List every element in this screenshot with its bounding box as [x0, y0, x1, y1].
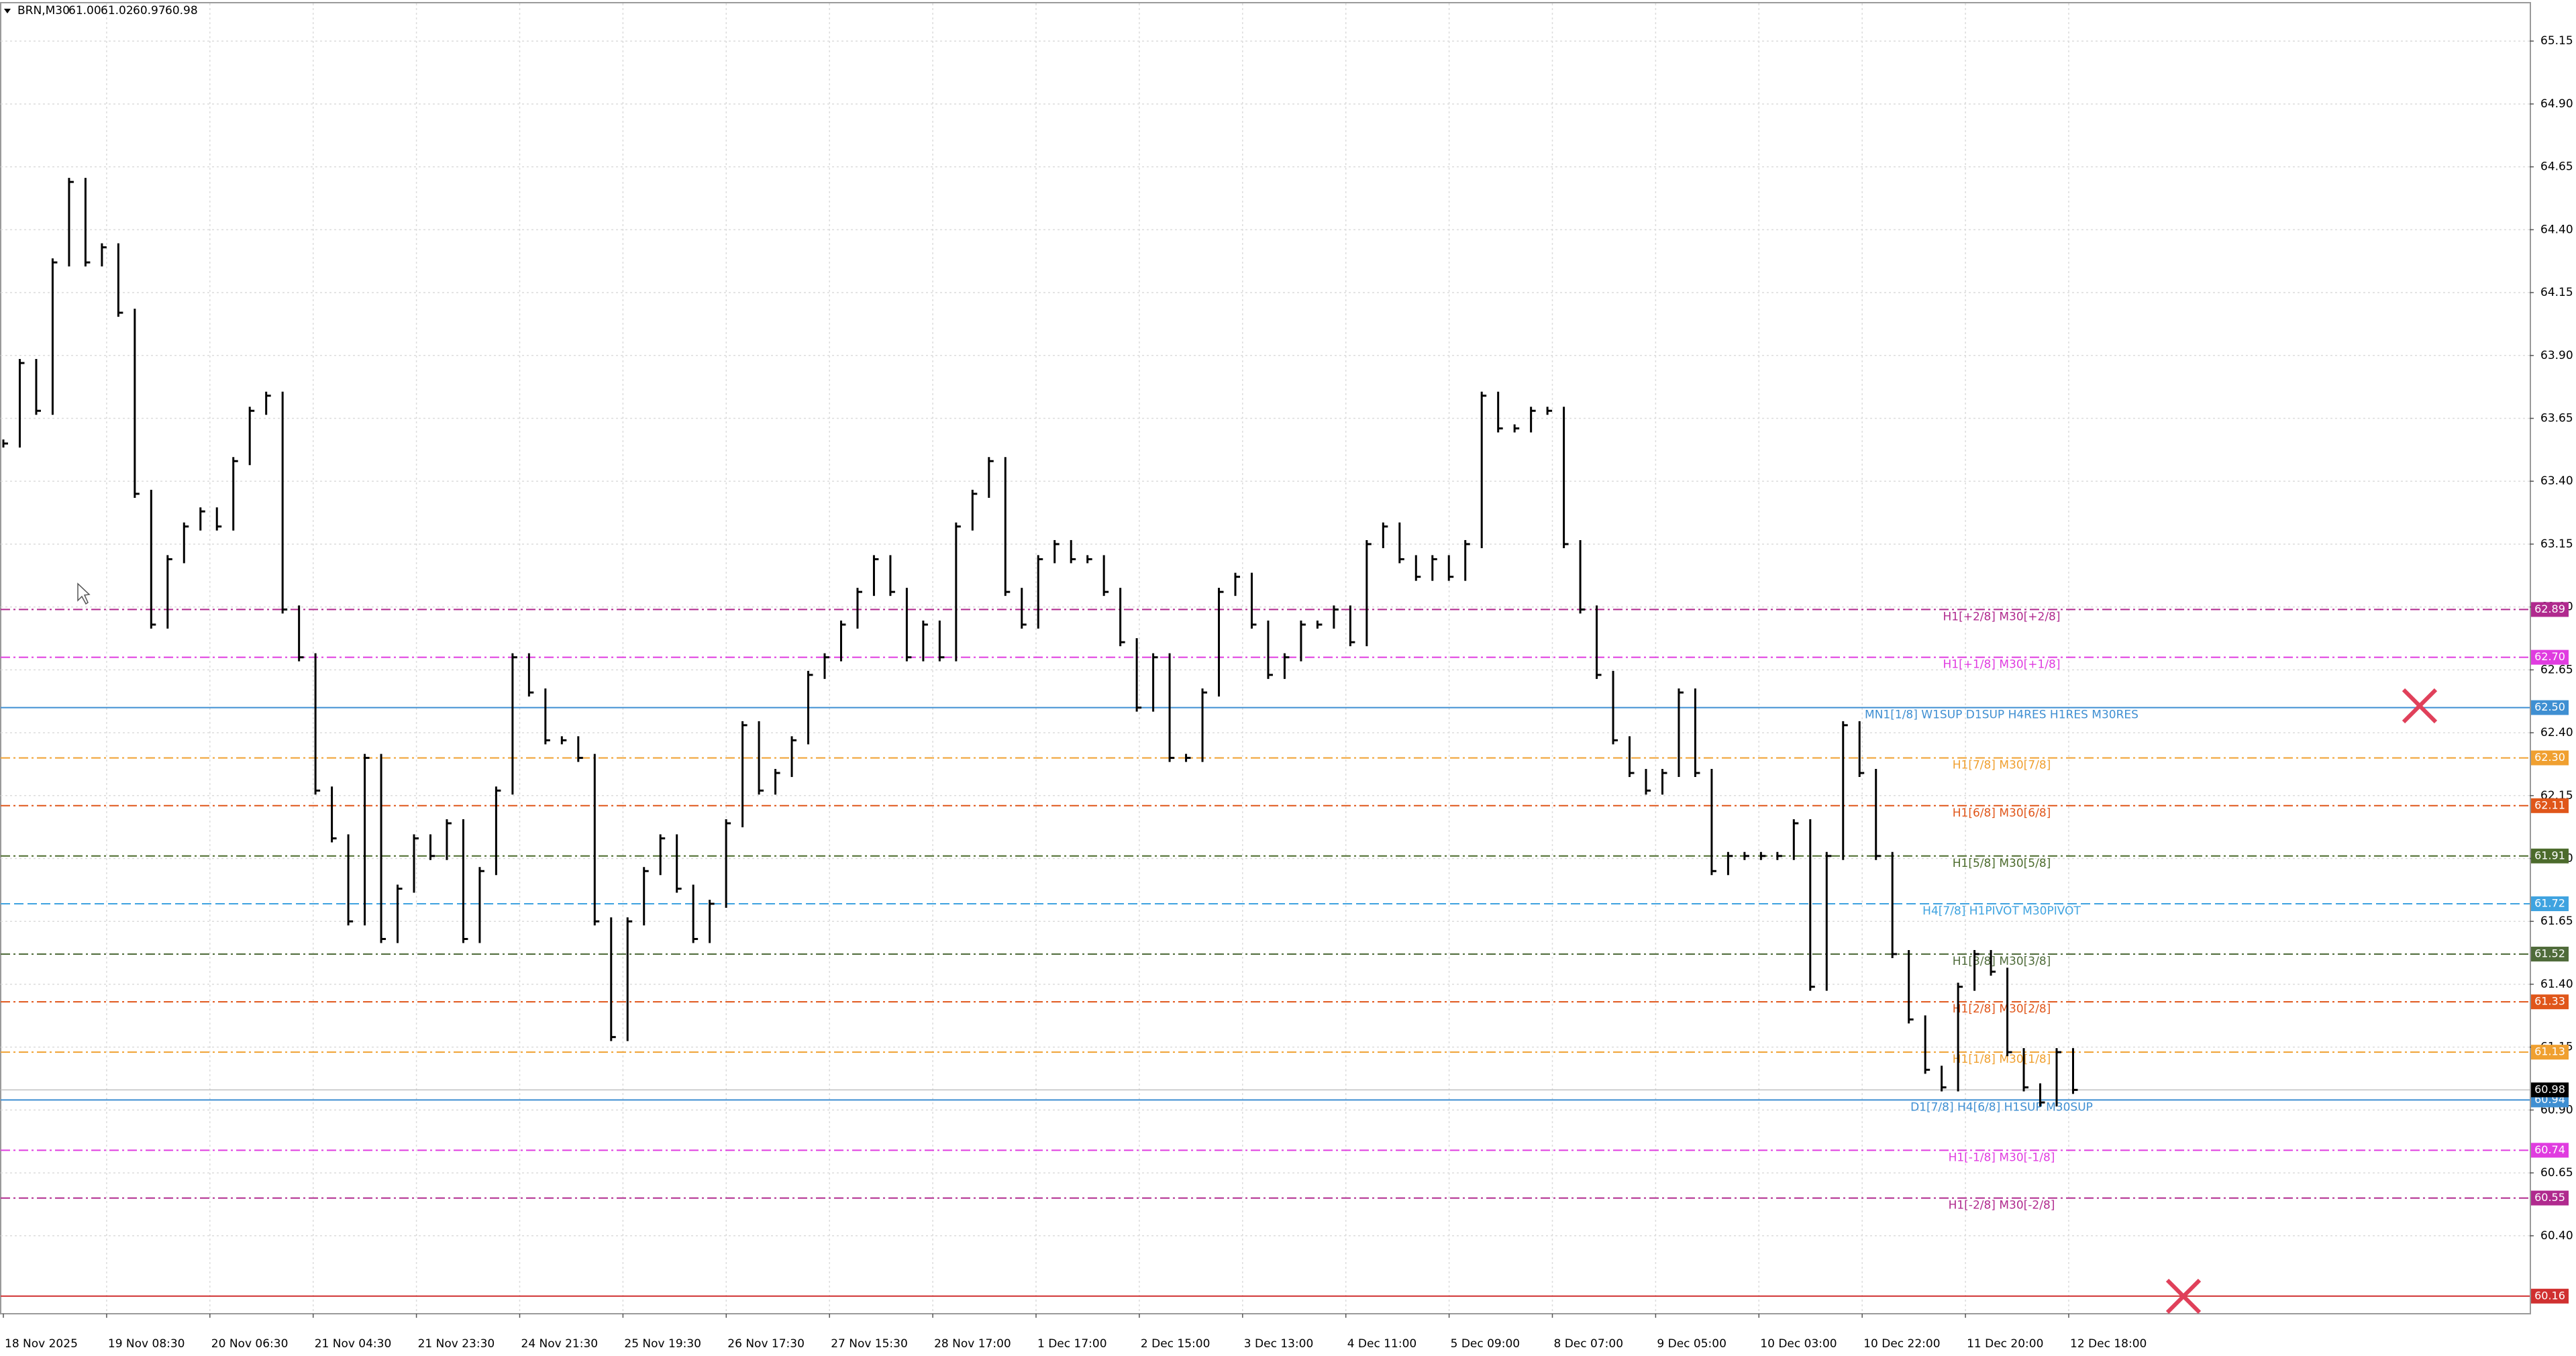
x-tick-label: 9 Dec 05:00 [1657, 1337, 1727, 1351]
y-tick-label: 64.15 [2540, 286, 2573, 299]
ohlc-open: 61.00 [68, 4, 101, 17]
level-label: H1[-2/8] M30[-2/8] [1949, 1199, 2055, 1212]
price-tag-label: 60.55 [2534, 1191, 2565, 1204]
y-tick-label: 60.65 [2540, 1166, 2573, 1180]
x-tick-label: 19 Nov 08:30 [108, 1337, 185, 1351]
price-tag [2531, 602, 2569, 617]
price-tag [2531, 1190, 2569, 1206]
y-tick-label: 60.40 [2540, 1229, 2573, 1243]
delete-marker[interactable] [2165, 1278, 2202, 1314]
price-tag-label: 61.72 [2534, 896, 2565, 909]
bar-layer [2, 178, 2078, 1107]
tag-layer: 62.89 62.70 62.50 62.30 62.11 61.91 61.72 61.52… [2531, 602, 2569, 1304]
x-tick-label: 18 Nov 2025 [5, 1337, 78, 1351]
current-price-label: 60.98 [2534, 1083, 2565, 1096]
price-tag [2531, 896, 2569, 911]
price-tag [2531, 1288, 2569, 1304]
price-tag [2531, 750, 2569, 766]
y-tick-label: 61.40 [2540, 978, 2573, 991]
y-tick-label: 63.65 [2540, 412, 2573, 425]
x-tick-label: 12 Dec 18:00 [2070, 1337, 2147, 1351]
price-tag-label: 61.33 [2534, 995, 2565, 1008]
level-label: D1[7/8] H4[6/8] H1SUP M30SUP [1910, 1100, 2093, 1114]
x-tick-label: 27 Nov 15:30 [831, 1337, 908, 1351]
price-tag [2531, 1143, 2569, 1158]
ohlc-close: 60.98 [165, 4, 198, 17]
price-tag-label: 62.70 [2534, 650, 2565, 663]
level-label: H1[5/8] M30[5/8] [1953, 857, 2051, 870]
level-label: H1[2/8] M30[2/8] [1953, 1002, 2051, 1016]
x-tick-label: 24 Nov 21:30 [521, 1337, 599, 1351]
x-tick-label: 2 Dec 15:00 [1141, 1337, 1210, 1351]
price-tag-label: 62.50 [2534, 700, 2565, 713]
y-tick-label: 65.15 [2540, 34, 2573, 48]
cross-stroke [2165, 1278, 2202, 1314]
y-tick-label: 64.40 [2540, 223, 2573, 236]
x-tick-label: 20 Nov 06:30 [211, 1337, 289, 1351]
symbol: BRN,M30 [17, 4, 70, 17]
ohlc-high: 61.02 [101, 4, 134, 17]
price-tag-label: 62.30 [2534, 751, 2565, 764]
y-tick-label: 63.15 [2540, 537, 2573, 551]
current-price-tag [2531, 1082, 2569, 1098]
price-tag-label: 62.11 [2534, 798, 2565, 811]
x-tick-label: 10 Dec 03:00 [1760, 1337, 1837, 1351]
price-tag [2531, 700, 2569, 715]
price-tag-label: 60.74 [2534, 1143, 2565, 1156]
level-layer: H1[+2/8] M30[+2/8] H1[+1/8] M30[+1/8] MN1[… [1, 609, 2530, 1297]
y-tick-label: 64.65 [2540, 160, 2573, 174]
x-tick-label: 1 Dec 17:00 [1037, 1337, 1107, 1351]
mouse-cursor [77, 582, 91, 605]
price-tag-label: 60.16 [2534, 1289, 2565, 1302]
level-label: H1[7/8] M30[7/8] [1953, 759, 2051, 772]
level-label: H1[+2/8] M30[+2/8] [1943, 610, 2060, 623]
y-tick-label: 62.40 [2540, 726, 2573, 739]
grid-layer: 65.15 64.90 64.65 64.40 64.15 63.90 63.65 63.40… [1, 3, 2573, 1351]
x-tick-label: 10 Dec 22:00 [1863, 1337, 1940, 1351]
y-tick-label: 64.90 [2540, 97, 2573, 111]
y-tick-label: 63.90 [2540, 349, 2573, 362]
x-tick-label: 5 Dec 09:00 [1451, 1337, 1521, 1351]
price-tag [2531, 798, 2569, 813]
price-tag [2531, 1045, 2569, 1060]
level-label: H1[-1/8] M30[-1/8] [1949, 1151, 2055, 1164]
x-tick-label: 11 Dec 20:00 [1967, 1337, 2043, 1351]
delete-marker[interactable] [2402, 688, 2438, 724]
y-tick-label: 61.65 [2540, 915, 2573, 928]
x-tick-label: 28 Nov 17:00 [934, 1337, 1011, 1351]
x-tick-label: 21 Nov 23:30 [418, 1337, 495, 1351]
level-label: H1[3/8] M30[3/8] [1953, 955, 2051, 968]
price-tag-label: 61.52 [2534, 947, 2565, 959]
ohlc-low: 60.97 [133, 4, 166, 17]
price-tag [2531, 994, 2569, 1010]
y-tick-label: 62.65 [2540, 663, 2573, 676]
price-tag [2531, 848, 2569, 864]
price-tag-label: 61.13 [2534, 1045, 2565, 1058]
x-tick-label: 3 Dec 13:00 [1244, 1337, 1314, 1351]
x-tick-label: 4 Dec 11:00 [1347, 1337, 1417, 1351]
price-tag [2531, 649, 2569, 665]
x-tick-label: 21 Nov 04:30 [315, 1337, 392, 1351]
plot-frame [0, 2, 2531, 1314]
level-label: H4[7/8] H1PIVOT M30PIVOT [1922, 904, 2081, 918]
level-label: MN1[1/8] W1SUP D1SUP H4RES H1RES M30RES [1865, 709, 2139, 722]
level-label: H1[+1/8] M30[+1/8] [1943, 658, 2060, 672]
price-tag-label: 62.89 [2534, 603, 2565, 615]
y-tick-label: 63.40 [2540, 474, 2573, 488]
x-tick-label: 8 Dec 07:00 [1554, 1337, 1624, 1351]
level-label: H1[6/8] M30[6/8] [1953, 806, 2051, 820]
price-tag [2531, 946, 2569, 961]
level-label: H1[1/8] M30[1/8] [1953, 1053, 2051, 1066]
cross-stroke [2402, 688, 2438, 724]
x-tick-label: 26 Nov 17:30 [727, 1337, 805, 1351]
x-tick-label: 25 Nov 19:30 [624, 1337, 701, 1351]
price-tag-label: 61.91 [2534, 849, 2565, 862]
symbol-menu[interactable] [4, 9, 11, 13]
